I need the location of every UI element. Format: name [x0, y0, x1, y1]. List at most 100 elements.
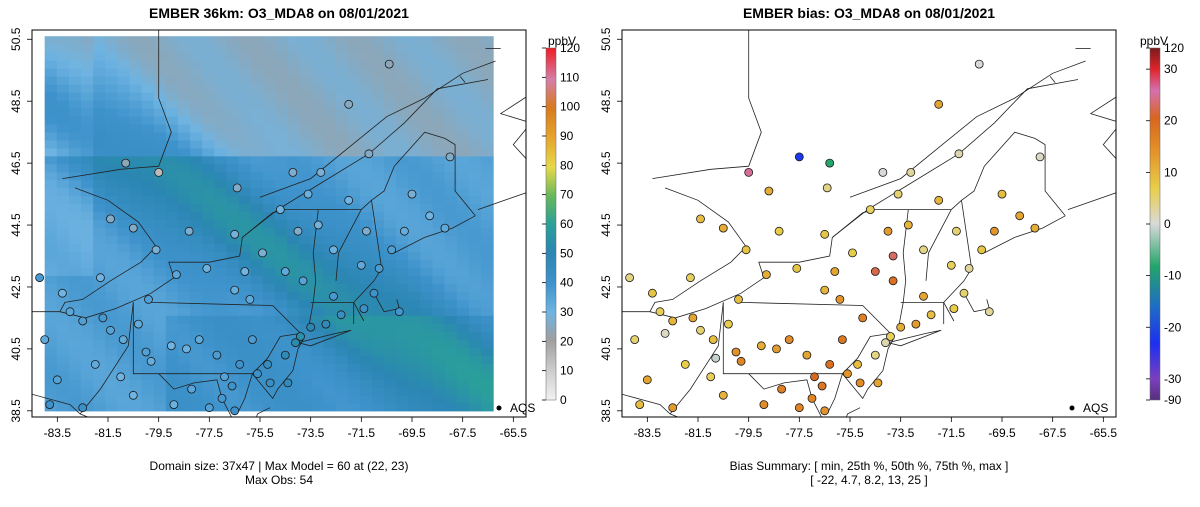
model-grid-cell — [432, 299, 446, 308]
model-grid-cell — [384, 211, 397, 221]
model-grid-cell — [432, 211, 446, 221]
model-grid-cell — [347, 275, 361, 284]
observation-point — [275, 205, 285, 215]
model-grid-cell — [250, 187, 264, 197]
model-grid-cell — [56, 187, 70, 197]
model-grid-cell — [177, 251, 191, 260]
left-plot-frame — [31, 29, 527, 418]
model-grid-cell — [408, 235, 421, 245]
model-grid-cell — [68, 68, 82, 77]
model-grid-cell — [262, 91, 276, 101]
model-grid-cell — [153, 107, 167, 117]
model-grid-cell — [238, 139, 252, 149]
model-grid-cell — [359, 291, 373, 300]
model-grid-cell — [93, 291, 106, 300]
model-grid-cell — [262, 331, 276, 340]
model-grid-cell — [311, 402, 324, 412]
model-grid-cell — [444, 299, 458, 308]
model-grid-cell — [444, 115, 458, 125]
map-border-line — [622, 311, 650, 313]
model-grid-cell — [432, 147, 446, 157]
model-grid-cell — [274, 36, 288, 45]
model-grid-cell — [359, 299, 373, 308]
model-grid-cell — [202, 362, 215, 372]
model-grid-cell — [371, 139, 385, 149]
model-grid-cell — [323, 163, 337, 173]
model-grid-cell — [165, 362, 179, 372]
model-grid-cell — [153, 52, 167, 61]
bias-point — [883, 226, 893, 236]
model-grid-cell — [153, 386, 167, 396]
model-grid-cell — [408, 219, 421, 229]
model-grid-cell — [202, 347, 215, 356]
model-grid-cell — [299, 235, 312, 245]
model-grid-cell — [274, 123, 288, 133]
model-grid-cell — [456, 155, 470, 165]
model-grid-cell — [226, 291, 240, 300]
model-grid-cell — [81, 147, 94, 157]
model-grid-cell — [323, 171, 337, 181]
model-grid-cell — [323, 315, 337, 324]
bias-point — [919, 245, 928, 255]
model-grid-cell — [480, 68, 494, 77]
model-grid-cell — [214, 139, 228, 149]
model-grid-cell — [81, 91, 94, 101]
model-grid-cell — [129, 155, 143, 165]
model-grid-cell — [456, 60, 470, 69]
observation-point — [40, 335, 50, 345]
model-grid-cell — [226, 44, 240, 53]
model-grid-cell — [214, 123, 228, 133]
model-grid-cell — [420, 299, 434, 308]
model-grid-cell — [335, 283, 349, 292]
observation-point — [171, 270, 181, 280]
model-grid-cell — [347, 147, 361, 157]
model-grid-cell — [68, 60, 82, 69]
model-grid-cell — [141, 235, 155, 245]
model-grid-cell — [238, 227, 252, 237]
model-grid-cell — [165, 331, 179, 340]
model-grid-cell — [262, 370, 276, 380]
model-grid-cell — [117, 347, 131, 356]
model-grid-cell — [396, 347, 409, 356]
model-grid-cell — [226, 235, 240, 245]
model-grid-cell — [81, 259, 94, 268]
model-grid-cell — [93, 235, 106, 245]
model-grid-cell — [262, 219, 276, 229]
model-grid-cell — [396, 195, 409, 205]
model-grid-cell — [153, 275, 167, 284]
colorbar-tick-label: 90 — [560, 129, 574, 143]
model-grid-cell — [105, 259, 118, 268]
model-grid-cell — [262, 267, 276, 276]
model-grid-cell — [105, 251, 118, 260]
model-grid-cell — [323, 187, 337, 197]
model-grid-cell — [93, 362, 106, 372]
model-grid-cell — [335, 299, 349, 308]
model-grid-cell — [190, 52, 203, 61]
model-grid-cell — [384, 267, 397, 276]
model-grid-cell — [287, 386, 300, 396]
model-grid-cell — [311, 243, 324, 252]
model-grid-cell — [287, 227, 300, 237]
model-grid-cell — [117, 115, 131, 125]
model-grid-cell — [396, 139, 409, 149]
map-border-line — [943, 200, 973, 303]
x-tick-label: -65.5 — [500, 426, 528, 440]
right-panel-title: EMBER bias: O3_MDA8 on 08/01/2021 — [743, 5, 995, 21]
model-grid-cell — [432, 347, 446, 356]
model-grid-cell — [105, 331, 118, 340]
model-grid-cell — [238, 131, 252, 141]
observation-point — [283, 378, 293, 388]
model-grid-cell — [165, 275, 179, 284]
bias-point — [820, 406, 830, 416]
model-grid-cell — [81, 291, 94, 300]
model-grid-cell — [396, 147, 409, 157]
model-grid-cell — [177, 203, 191, 213]
model-grid-cell — [117, 323, 131, 332]
model-grid-cell — [274, 370, 288, 380]
model-grid-cell — [44, 299, 58, 308]
model-grid-cell — [56, 171, 70, 181]
model-grid-cell — [371, 355, 385, 364]
model-grid-cell — [287, 235, 300, 245]
model-grid-cell — [359, 267, 373, 276]
model-grid-cell — [214, 402, 228, 412]
